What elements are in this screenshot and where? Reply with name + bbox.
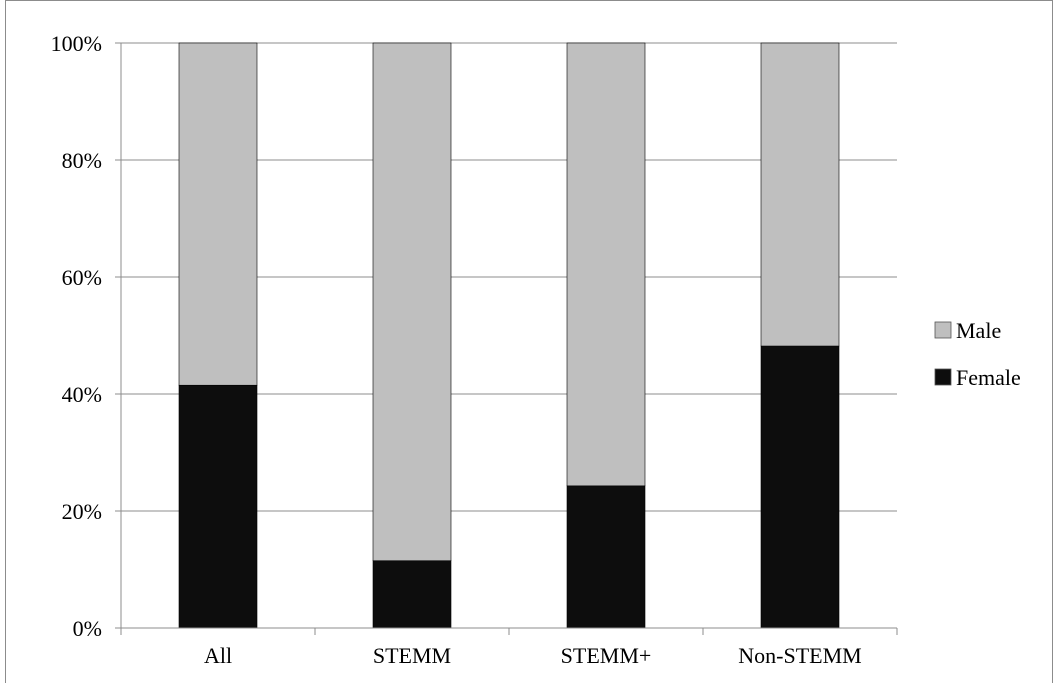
- bar-male-all: [178, 42, 258, 386]
- legend: Male Female: [934, 318, 1021, 390]
- y-tick-label: 0%: [73, 616, 102, 641]
- legend-swatch-female: [934, 368, 952, 386]
- legend-label-female: Female: [956, 365, 1021, 390]
- bars: [178, 42, 840, 629]
- y-tick-label: 80%: [62, 148, 102, 173]
- bar-female-all: [178, 384, 258, 629]
- x-tick-label: STEMM+: [561, 643, 652, 668]
- y-tick-label: 20%: [62, 499, 102, 524]
- x-tick-label: All: [204, 643, 232, 668]
- y-tick-label: 60%: [62, 265, 102, 290]
- bar-male-stemm: [372, 42, 452, 562]
- x-tick-label: STEMM: [373, 643, 451, 668]
- y-tick-label: 40%: [62, 382, 102, 407]
- legend-swatch-male: [934, 321, 952, 339]
- axes: 0% 20% 40% 60% 80% 100% All STEMM STEMM+ Non-STEM…: [51, 31, 898, 668]
- bar-female-stemm: [372, 560, 452, 629]
- y-tick-label: 100%: [51, 31, 102, 56]
- bar-male-non-stemm: [760, 42, 840, 347]
- bar-male-stemm-: [566, 42, 646, 487]
- bar-female-stemm-: [566, 485, 646, 629]
- bar-female-non-stemm: [760, 345, 840, 629]
- x-tick-label: Non-STEMM: [738, 643, 861, 668]
- legend-label-male: Male: [956, 318, 1001, 343]
